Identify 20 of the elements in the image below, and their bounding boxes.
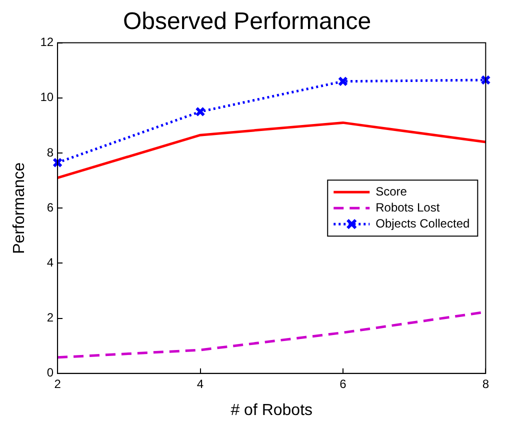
y-tick-label: 2 <box>46 310 54 325</box>
y-tick-label: 6 <box>46 200 54 214</box>
point <box>195 106 206 117</box>
point <box>52 158 63 168</box>
point <box>480 74 491 86</box>
legend-label: Objects Collected <box>376 216 470 230</box>
y-tick-label: 0 <box>46 366 54 380</box>
legend-label: Robots Lost <box>376 200 440 214</box>
x-axis-title: # of Robots <box>230 402 313 419</box>
x-tick-label: 8 <box>482 376 490 391</box>
y-tick-label: 12 <box>40 35 54 50</box>
y-tick-label: 4 <box>46 256 54 270</box>
x-tick-label: 4 <box>196 376 204 391</box>
y-tick-label: 10 <box>40 90 54 104</box>
chart-title: Observed Performance <box>122 8 372 36</box>
y-tick-label: 8 <box>46 145 54 160</box>
point <box>338 76 348 86</box>
legend-label: Score <box>376 184 408 198</box>
y-axis-title: Performance <box>11 162 28 254</box>
x-tick-label: 6 <box>340 376 347 391</box>
